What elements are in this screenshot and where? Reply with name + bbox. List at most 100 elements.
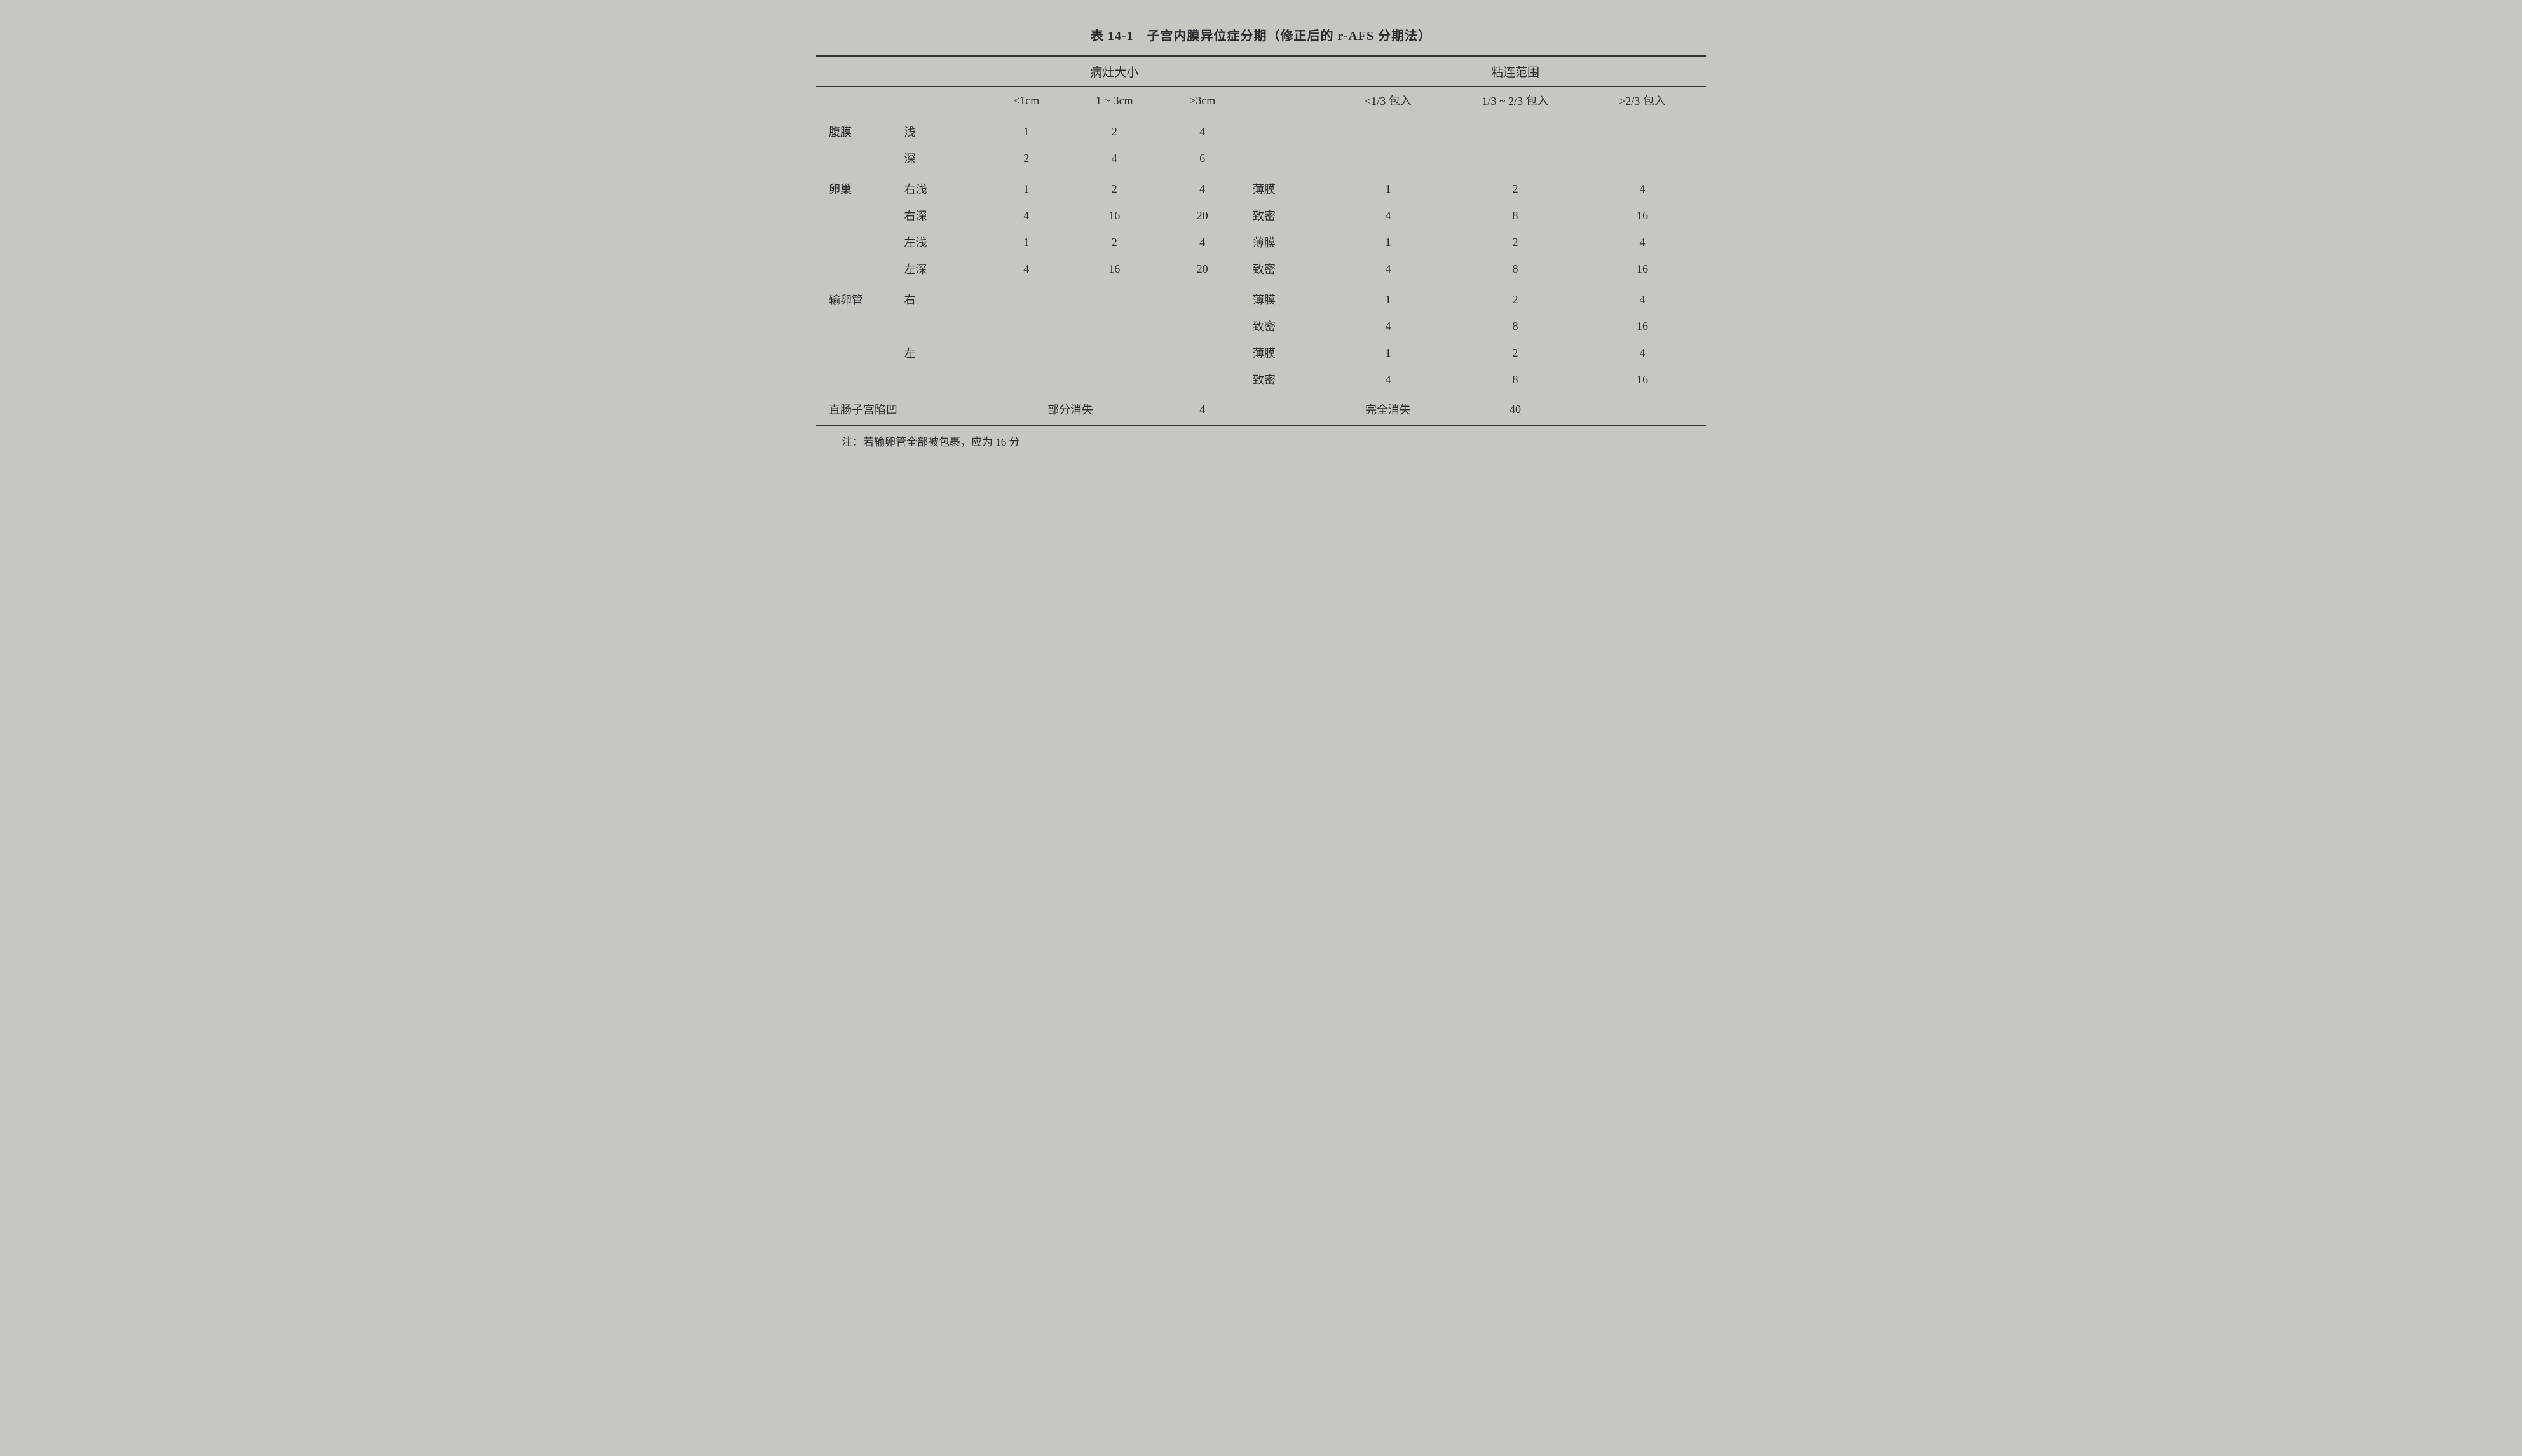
section-label-ovary: 卵巢 (816, 172, 904, 202)
cell-value: 4 (1158, 114, 1246, 146)
complete-label: 完全消失 (1325, 393, 1452, 426)
table-head: 病灶大小 粘连范围 <1cm 1 ~ 3cm >3cm <1/3 包入 1/3 … (816, 56, 1706, 114)
adh-type: 薄膜 (1246, 172, 1325, 202)
cell-value (1070, 339, 1158, 366)
sub-label: 右 (904, 282, 982, 313)
footer-row: 直肠子宫陷凹 部分消失 4 完全消失 40 (816, 393, 1706, 426)
sub-label: 深 (904, 145, 982, 172)
header-size-3: >3cm (1158, 87, 1246, 114)
table-body: 腹膜 浅 1 2 4 深 2 4 6 (816, 114, 1706, 426)
cell-value: 4 (1158, 172, 1246, 202)
cell-value (1579, 145, 1706, 172)
adh-type: 致密 (1246, 255, 1325, 282)
header-adh-1: <1/3 包入 (1325, 87, 1452, 114)
cell-value: 8 (1452, 313, 1579, 339)
cell-value: 6 (1158, 145, 1246, 172)
cell-value: 1 (1325, 282, 1452, 313)
table-note: 注：若输卵管全部被包裹，应为 16 分 (816, 433, 1706, 449)
adh-type (1246, 114, 1325, 146)
table-row: 腹膜 浅 1 2 4 (816, 114, 1706, 146)
cell-value: 8 (1452, 202, 1579, 229)
cell-value: 16 (1070, 202, 1158, 229)
cell-value: 2 (1070, 172, 1158, 202)
header-row-columns: <1cm 1 ~ 3cm >3cm <1/3 包入 1/3 ~ 2/3 包入 >… (816, 87, 1706, 114)
sub-label: 左浅 (904, 229, 982, 255)
cell-value: 16 (1070, 255, 1158, 282)
header-adh-3: >2/3 包入 (1579, 87, 1706, 114)
cell-value (1070, 282, 1158, 313)
cell-value: 2 (1452, 282, 1579, 313)
sub-label (904, 313, 982, 339)
table-row: 左深 4 16 20 致密 4 8 16 (816, 255, 1706, 282)
cell-value (983, 282, 1070, 313)
cell-value: 1 (983, 229, 1070, 255)
cell-value: 16 (1579, 255, 1706, 282)
table-row: 致密 4 8 16 (816, 366, 1706, 393)
cell-value (1452, 114, 1579, 146)
header-size-2: 1 ~ 3cm (1070, 87, 1158, 114)
table-row: 右深 4 16 20 致密 4 8 16 (816, 202, 1706, 229)
cell-value (983, 339, 1070, 366)
cell-value: 1 (1325, 339, 1452, 366)
page-container: 表 14-1 子宫内膜异位症分期（修正后的 r-AFS 分期法） 病灶大小 粘连… (816, 25, 1706, 449)
sub-label (904, 366, 982, 393)
cell-value (1158, 339, 1246, 366)
cell-value: 2 (1452, 229, 1579, 255)
cell-value: 4 (1325, 313, 1452, 339)
adh-type: 致密 (1246, 202, 1325, 229)
cell-value: 4 (1158, 229, 1246, 255)
cell-value (1579, 114, 1706, 146)
cell-value: 4 (983, 202, 1070, 229)
table-title: 表 14-1 子宫内膜异位症分期（修正后的 r-AFS 分期法） (816, 25, 1706, 44)
cell-value: 2 (1452, 172, 1579, 202)
cell-value: 1 (983, 114, 1070, 146)
cell-value (1070, 366, 1158, 393)
cell-value: 8 (1452, 366, 1579, 393)
cell-value: 4 (1579, 282, 1706, 313)
adh-type (1246, 145, 1325, 172)
table-row: 左浅 1 2 4 薄膜 1 2 4 (816, 229, 1706, 255)
cell-value (1158, 313, 1246, 339)
cell-value: 4 (1070, 145, 1158, 172)
partial-value: 4 (1158, 393, 1246, 426)
cell-value: 4 (1579, 172, 1706, 202)
cell-value (983, 366, 1070, 393)
cell-value: 16 (1579, 313, 1706, 339)
sub-label: 右浅 (904, 172, 982, 202)
sub-label: 浅 (904, 114, 982, 146)
cell-value: 4 (1579, 339, 1706, 366)
cell-value (1325, 145, 1452, 172)
header-adh-2: 1/3 ~ 2/3 包入 (1452, 87, 1579, 114)
table-row: 卵巢 右浅 1 2 4 薄膜 1 2 4 (816, 172, 1706, 202)
complete-value: 40 (1452, 393, 1579, 426)
cell-value (1070, 313, 1158, 339)
cell-value: 1 (1325, 172, 1452, 202)
cell-value (1158, 282, 1246, 313)
adh-type: 薄膜 (1246, 339, 1325, 366)
cell-value (983, 313, 1070, 339)
cell-value: 8 (1452, 255, 1579, 282)
header-adhesion-scope: 粘连范围 (1325, 56, 1706, 87)
cell-value: 2 (1452, 339, 1579, 366)
section-label-fallopian: 输卵管 (816, 282, 904, 313)
cell-value: 4 (1325, 255, 1452, 282)
cell-value: 4 (1325, 366, 1452, 393)
adh-type: 薄膜 (1246, 282, 1325, 313)
cell-value: 2 (983, 145, 1070, 172)
partial-label: 部分消失 (983, 393, 1159, 426)
cell-value: 1 (1325, 229, 1452, 255)
cell-value (1452, 145, 1579, 172)
adh-type: 致密 (1246, 366, 1325, 393)
sub-label: 左深 (904, 255, 982, 282)
cell-value: 1 (983, 172, 1070, 202)
table-row: 输卵管 右 薄膜 1 2 4 (816, 282, 1706, 313)
cell-value: 2 (1070, 114, 1158, 146)
header-size-1: <1cm (983, 87, 1070, 114)
section-label-peritoneum: 腹膜 (816, 114, 904, 146)
cell-value (1158, 366, 1246, 393)
footer-label: 直肠子宫陷凹 (816, 393, 983, 426)
cell-value: 16 (1579, 366, 1706, 393)
adh-type: 致密 (1246, 313, 1325, 339)
cell-value: 20 (1158, 202, 1246, 229)
sub-label: 右深 (904, 202, 982, 229)
